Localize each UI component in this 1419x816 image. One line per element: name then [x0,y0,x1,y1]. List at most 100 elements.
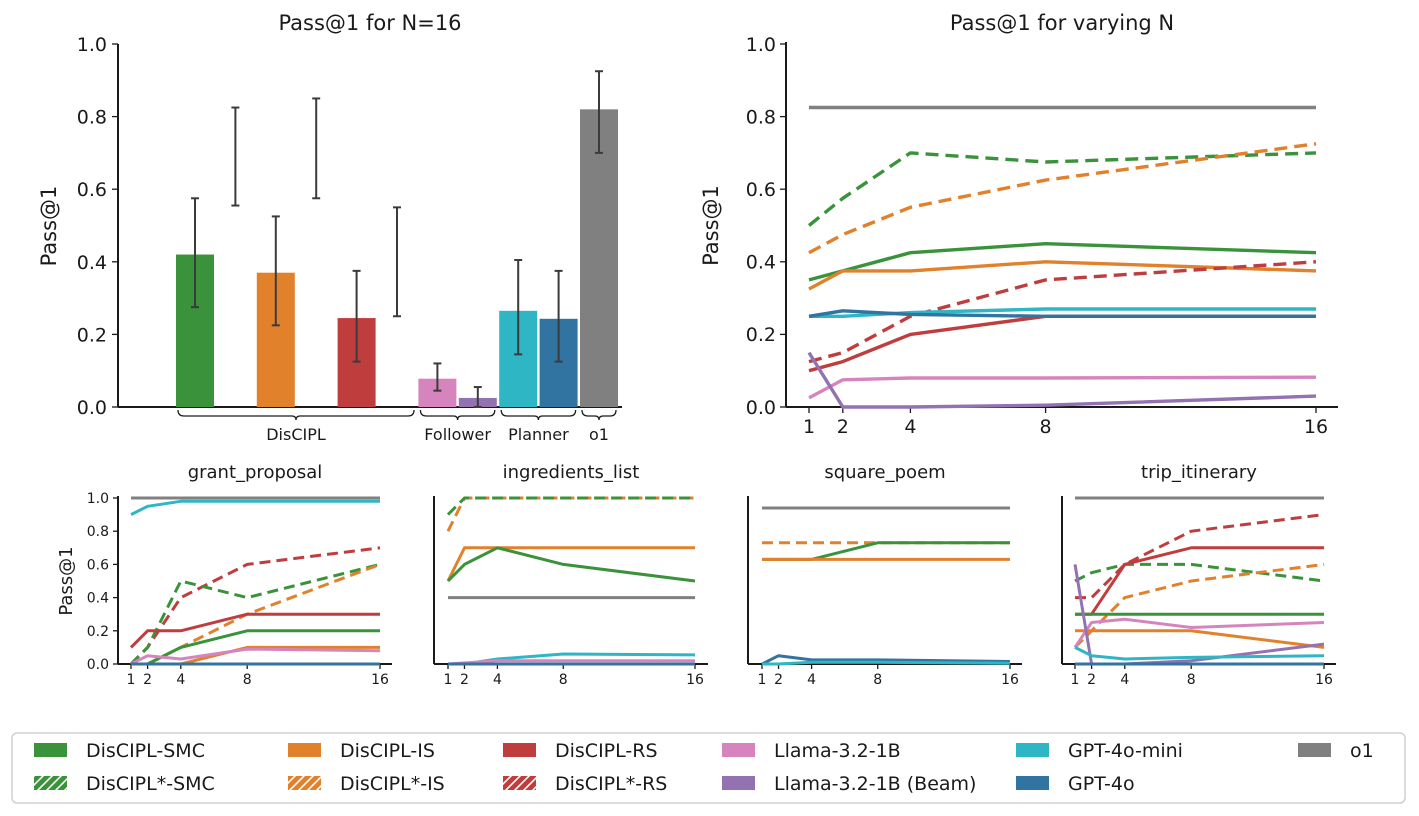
legend-label: DisCIPL-RS [555,740,658,762]
legend-swatch [34,776,67,790]
legend-swatch [288,743,321,757]
x-tick-label: 4 [176,672,185,688]
chart-title: Pass@1 for varying N [950,11,1174,35]
legend-label: GPT-4o [1068,773,1135,795]
legend-swatch [1016,743,1049,757]
line-discipl-rs [808,314,1316,373]
legend-swatch [503,776,536,790]
group-brace [500,409,577,421]
x-tick-label: 4 [904,416,916,438]
line-panel-ingredients-list: ingredients_list 1 2 4 8 16 [433,462,708,688]
legend-swatch [503,743,536,757]
group-label: o1 [589,425,609,444]
x-tick-label: 8 [873,672,882,688]
x-tick-label: 1 [127,672,136,688]
line-discipl-is-star [1073,562,1325,649]
legend-label: DisCIPL-SMC [86,740,205,762]
legend-label: DisCIPL*-IS [340,773,445,795]
y-tick-label: 1.0 [746,34,776,56]
legend-swatch [1298,743,1331,757]
bar-chart-n16: Pass@1 for N=16 Pass@1 0.0 0.2 0.4 0.6 0.8 1.0 D… [37,11,622,444]
line-gpt-4o-mini [762,660,1011,666]
x-tick-label: 8 [559,672,568,688]
x-tick-label: 16 [1001,672,1019,688]
x-tick-label: 2 [143,672,152,688]
chart-title: trip_itinerary [1141,462,1257,483]
x-tick-label: 8 [243,672,252,688]
x-tick-label: 4 [1120,672,1129,688]
group-brace [419,409,496,421]
line-llama-3-2-1b [447,659,695,666]
legend-label: o1 [1350,740,1374,762]
line-discipl-smc [808,241,1317,282]
chart-title: grant_proposal [188,462,323,483]
line-discipl-rs-star [808,260,1317,364]
line-gpt-4o-mini [1074,646,1325,661]
line-discipl-rs [1075,546,1324,616]
legend-swatch [722,776,755,790]
legend-swatch [34,743,67,757]
chart-title: Pass@1 for N=16 [278,11,461,35]
y-axis-label: Pass@1 [699,185,723,266]
y-tick-label: 0.8 [87,524,109,540]
group-label: Planner [508,425,569,444]
chart-title: square_poem [824,462,945,483]
x-tick-label: 1 [1071,672,1080,688]
line-gpt-4o-mini [130,499,380,516]
y-tick-label: 0.8 [77,107,107,129]
x-tick-label: 16 [1315,672,1333,688]
group-brace [581,409,617,421]
y-tick-label: 0.2 [746,324,776,346]
y-tick-label: 0.4 [77,252,107,274]
legend-label: DisCIPL*-SMC [86,773,215,795]
y-tick-label: 0.6 [746,179,776,201]
y-tick-label: 0.0 [87,657,109,673]
x-tick-label: 2 [460,672,469,688]
bar-o1 [580,109,618,407]
group-brace [177,409,415,421]
line-panel-pass-1-for-varying-n: Pass@1 for varying N Pass@1 0.0 0.2 0.4 0.6 0.… [699,11,1338,438]
chart-title: ingredients_list [503,462,640,483]
line-discipl-is [808,260,1317,291]
x-tick-label: 4 [807,672,816,688]
line-llama-3-2-1b [130,647,381,666]
line-discipl-smc [762,541,1010,561]
y-tick-label: 1.0 [77,34,107,56]
line-panel-trip-itinerary: trip_itinerary 1 2 4 8 16 [1061,462,1336,688]
line-panel-grant-proposal: grant_proposal Pass@1 0.0 0.2 0.4 0.6 0.8 1.0 1 2… [56,462,392,688]
y-tick-label: 0.2 [77,324,107,346]
legend-label: GPT-4o-mini [1068,740,1183,762]
line-discipl-smc-star [446,496,695,516]
x-tick-label: 8 [1187,672,1196,688]
x-tick-label: 4 [493,672,502,688]
line-discipl-is-star [808,142,1317,255]
y-tick-label: 0.0 [746,397,776,419]
x-tick-label: 16 [686,672,704,688]
x-tick-label: 16 [371,672,389,688]
legend-swatch [288,776,321,790]
y-axis-label: Pass@1 [56,546,77,615]
line-discipl-smc [446,546,696,583]
line-discipl-smc-star [129,562,381,666]
line-gpt-4o [808,309,1316,318]
y-tick-label: 1.0 [87,491,109,507]
legend-label: DisCIPL*-RS [555,773,667,795]
y-axis-label: Pass@1 [37,186,61,267]
x-tick-label: 1 [803,416,815,438]
legend-label: DisCIPL-IS [340,740,435,762]
line-panel-square-poem: square_poem 1 2 4 8 16 [747,462,1022,688]
x-tick-label: 1 [444,672,453,688]
line-llama-3-2-1b [808,375,1317,400]
legend-label: Llama-3.2-1B [774,740,901,762]
y-tick-label: 0.0 [77,397,107,419]
legend: DisCIPL-SMC DisCIPL*-SMC DisCIPL-IS DisCIPL… [11,732,1406,804]
line-gpt-4o [761,654,1011,666]
group-label: Follower [424,425,491,444]
legend-label: Llama-3.2-1B (Beam) [774,773,976,795]
group-label: DisCIPL [266,425,326,444]
x-tick-label: 2 [1087,672,1096,688]
legend-frame [11,732,1406,804]
x-tick-label: 2 [774,672,783,688]
y-tick-label: 0.8 [746,106,776,128]
